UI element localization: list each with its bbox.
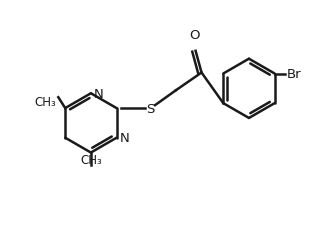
Text: N: N — [119, 132, 129, 145]
Text: O: O — [189, 29, 200, 42]
Text: CH₃: CH₃ — [34, 96, 56, 109]
Text: N: N — [94, 87, 104, 100]
Text: CH₃: CH₃ — [80, 154, 102, 167]
Text: S: S — [146, 102, 154, 115]
Text: Br: Br — [286, 68, 301, 81]
